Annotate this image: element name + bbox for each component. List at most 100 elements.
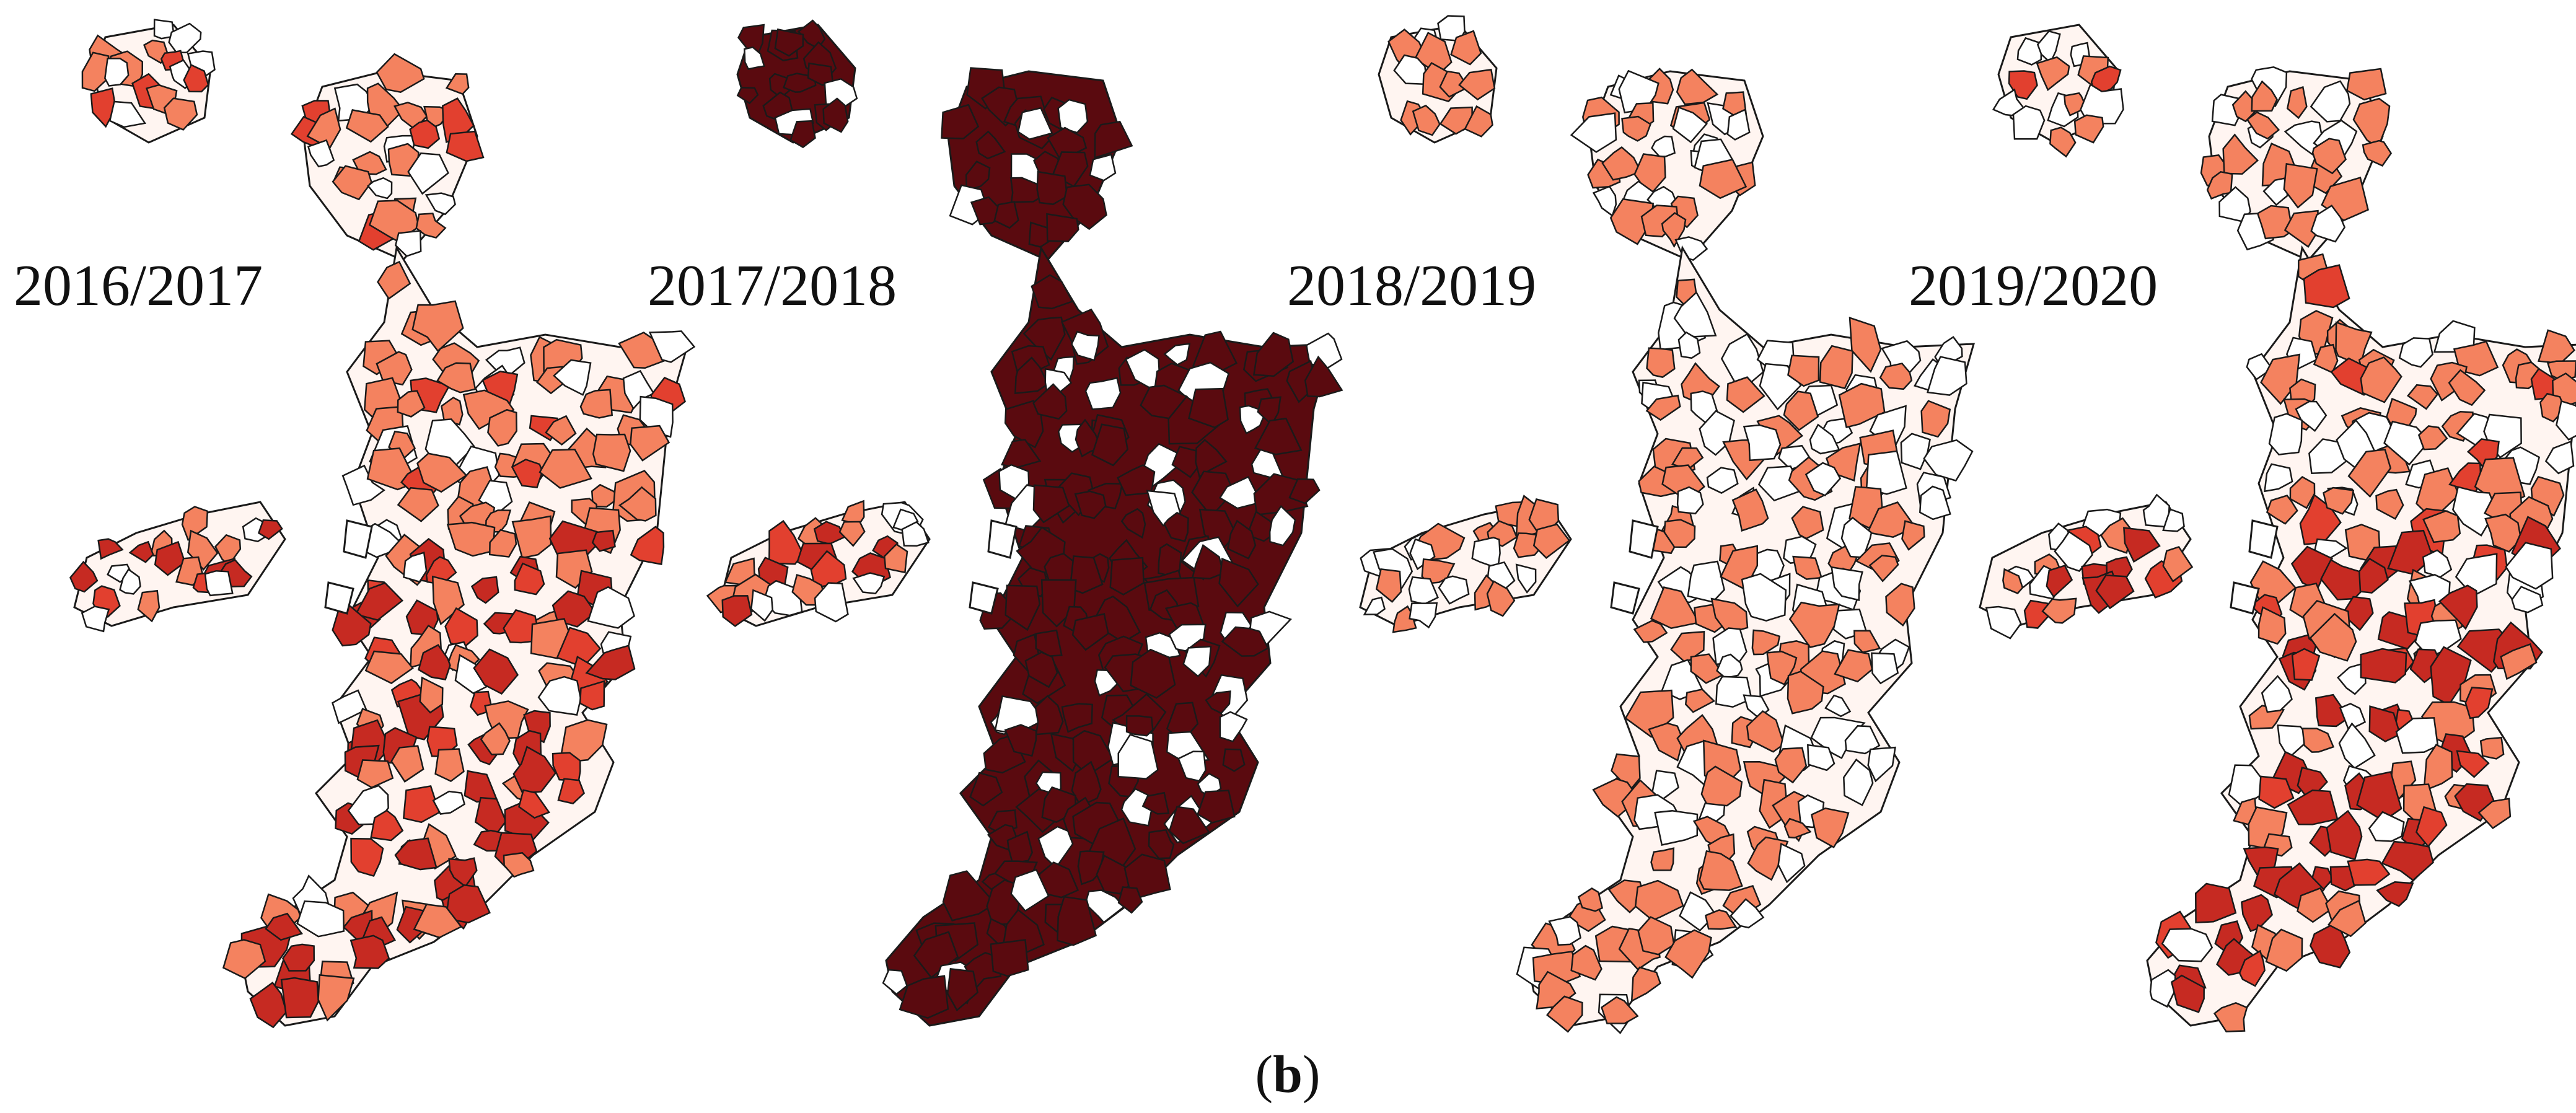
parcel xyxy=(2383,420,2430,466)
parcel xyxy=(2257,606,2287,645)
parcel xyxy=(1037,861,1079,899)
parcel xyxy=(591,529,616,552)
parcel xyxy=(1084,889,1125,924)
parcel xyxy=(154,540,186,576)
parcel xyxy=(306,107,341,149)
parcel xyxy=(1254,417,1303,455)
parcel xyxy=(418,644,451,680)
parcel xyxy=(2046,565,2073,598)
parcel xyxy=(2362,139,2393,167)
parcel xyxy=(2358,557,2389,594)
parcel xyxy=(1787,671,1824,715)
parcel xyxy=(282,943,315,972)
parcel xyxy=(446,130,485,162)
parcel xyxy=(1071,613,1109,651)
parcel xyxy=(446,521,496,557)
parcel xyxy=(630,425,670,462)
parcel xyxy=(2289,475,2316,509)
parcel xyxy=(2162,546,2194,583)
parcel xyxy=(2327,899,2367,938)
parcel xyxy=(1751,629,1781,656)
parcel xyxy=(2407,384,2438,410)
parcel xyxy=(1458,68,1496,101)
parcel xyxy=(332,689,367,724)
parcel xyxy=(2452,486,2497,537)
parcel xyxy=(1792,555,1823,580)
parcel xyxy=(356,759,394,789)
parcel xyxy=(1057,99,1089,134)
parcel xyxy=(2041,597,2077,624)
parcel xyxy=(2099,517,2132,554)
parcel xyxy=(1601,146,1642,181)
parcel xyxy=(1885,583,1915,627)
parcel xyxy=(1077,850,1105,886)
map-panel-2017-2018 xyxy=(706,19,1343,1027)
parcel xyxy=(413,904,463,939)
parcel xyxy=(2142,493,2170,528)
parcel xyxy=(1218,557,1259,608)
parcel xyxy=(1787,354,1820,387)
parcel xyxy=(2295,400,2328,432)
parcel xyxy=(1393,54,1428,85)
parcel xyxy=(296,900,345,938)
parcel xyxy=(2423,744,2453,792)
parcel xyxy=(2266,495,2298,525)
parcel xyxy=(1022,316,1066,361)
parcel xyxy=(354,582,404,621)
parcel xyxy=(307,139,335,168)
parcel xyxy=(1774,747,1808,784)
parcel xyxy=(990,939,1029,977)
parcel xyxy=(370,809,404,842)
parcel xyxy=(364,650,414,684)
parcel xyxy=(2346,68,2387,101)
parcel xyxy=(579,680,605,711)
parcel xyxy=(1809,423,1840,455)
parcel xyxy=(538,449,592,489)
parcel xyxy=(2261,675,2293,713)
parcel xyxy=(1409,602,1438,629)
parcel xyxy=(2464,687,2494,719)
parcel xyxy=(1304,355,1343,398)
small-parcel xyxy=(969,581,999,615)
parcel xyxy=(2341,596,2374,631)
parcel xyxy=(587,586,635,629)
parcel xyxy=(1871,652,1899,685)
parcel xyxy=(1001,438,1042,469)
parcel xyxy=(2023,599,2051,629)
parcel xyxy=(2036,56,2070,92)
parcel xyxy=(97,538,124,560)
parcel xyxy=(1014,356,1049,395)
parcel xyxy=(2360,356,2402,403)
parcel xyxy=(1684,688,1716,713)
parcel xyxy=(480,722,511,755)
parcel xyxy=(2368,811,2405,842)
parcel xyxy=(901,521,930,547)
parcel xyxy=(411,300,464,353)
parcel xyxy=(1706,467,1739,494)
parcel xyxy=(1197,790,1236,824)
parcel xyxy=(2311,138,2347,175)
parcel xyxy=(265,912,303,941)
parcel xyxy=(2301,728,2335,753)
parcel xyxy=(376,351,413,386)
parcel xyxy=(585,644,636,680)
parcel xyxy=(2170,974,2205,1013)
parcel xyxy=(2283,163,2318,209)
parcel xyxy=(2395,717,2439,754)
parcel xyxy=(1621,115,1651,142)
parcel xyxy=(367,177,393,200)
parcel xyxy=(431,575,465,626)
parcel xyxy=(838,521,866,547)
parcel xyxy=(204,570,234,597)
parcel xyxy=(2477,798,2512,829)
parcel xyxy=(2264,463,2293,493)
parcel xyxy=(2161,928,2213,962)
parcel xyxy=(503,609,542,644)
small-parcel xyxy=(324,581,354,615)
parcel xyxy=(1032,383,1068,420)
parcel xyxy=(441,397,464,426)
parcel xyxy=(814,582,849,623)
parcel xyxy=(2265,928,2303,972)
parcel xyxy=(965,161,991,191)
parcel xyxy=(1920,400,1951,438)
